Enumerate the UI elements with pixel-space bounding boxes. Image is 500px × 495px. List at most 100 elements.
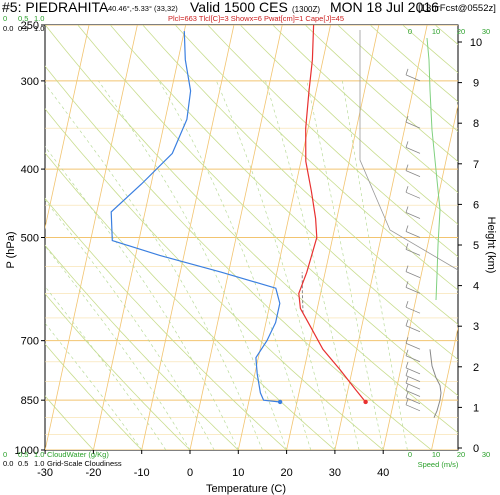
temperature-tick-label: 40 [377, 467, 389, 479]
cloudiness-scale-top: 0.5 [18, 24, 28, 33]
speed-scale-top: 0 [408, 27, 412, 36]
speed-scale-top: 10 [432, 27, 440, 36]
speed-profile [429, 349, 442, 418]
moist-adiabat-line [306, 80, 384, 450]
pressure-tick-label: 1000 [15, 445, 39, 457]
temperature-surface-point [363, 399, 368, 405]
height-tick-label: 3 [473, 321, 479, 333]
moist-adiabat-line [45, 245, 191, 450]
dry-adiabat-line [45, 25, 458, 434]
station-name: #5: PIEDRAHITA [2, 0, 109, 15]
boundary-line [359, 30, 459, 271]
temperature-tick-label: -30 [37, 467, 53, 479]
dry-adiabat-line [45, 293, 191, 450]
wind-barb [405, 265, 421, 279]
cloudiness-scale-bottom: 1.0 [34, 459, 44, 468]
wind-barb [405, 243, 421, 256]
wind-barb [405, 116, 421, 129]
dry-adiabat-line [77, 25, 458, 397]
dry-adiabat-line [45, 65, 432, 450]
dry-adiabat-line [45, 343, 142, 450]
cloud-profile [426, 37, 441, 301]
height-tick-label: 8 [473, 118, 479, 130]
moist-adiabat-line [45, 83, 263, 450]
dry-adiabat-line [239, 25, 458, 225]
wind-barb [405, 225, 421, 238]
wind-barb [405, 186, 421, 199]
height-tick-label: 7 [473, 159, 479, 171]
moist-adiabat-line [265, 80, 360, 450]
pressure-tick-label: 700 [21, 336, 39, 348]
cloudwater-scale-bottom: 0 [3, 450, 7, 459]
height-tick-label: 9 [473, 78, 479, 90]
wind-barb [405, 319, 421, 333]
moist-adiabat-line [45, 285, 167, 450]
temperature-line [298, 25, 367, 403]
temperature-tick-label: 10 [232, 467, 244, 479]
speed-label: Speed (m/s) [418, 460, 459, 469]
wind-barb [405, 281, 421, 294]
dry-adiabat-line [174, 25, 458, 291]
plot-area [45, 25, 458, 450]
parcel-line [301, 272, 304, 314]
x-axis-title: Temperature (C) [206, 483, 286, 495]
y-axis-title: P (hPa) [5, 231, 17, 268]
dry-adiabat-line [45, 152, 336, 450]
isotherm-line [141, 25, 235, 450]
wind-barb [405, 141, 421, 154]
gridscale-label: Grid-Scale Cloudiness [47, 459, 122, 468]
speed-scale-top: 30 [482, 27, 490, 36]
valid-date: MON 18 Jul 2016 [330, 0, 439, 15]
height-tick-label: 0 [473, 443, 479, 455]
cloudwater-scale-bottom: 1.0 [34, 450, 44, 459]
speed-scale-top: 20 [457, 27, 465, 36]
moist-adiabat-line [45, 146, 239, 450]
dry-adiabat-line [142, 25, 458, 325]
speed-scale-bottom: 20 [457, 450, 465, 459]
cloudiness-scale-bottom: 0.5 [18, 459, 28, 468]
cloudiness-scale-top: 1.0 [34, 24, 44, 33]
cloudiness-scale-bottom: 0.0 [3, 459, 13, 468]
dry-adiabat-line [304, 25, 458, 163]
wind-barb [405, 206, 421, 219]
temperature-tick-label: 0 [187, 467, 193, 479]
height-tick-label: 6 [473, 199, 479, 211]
isotherm-line [45, 25, 90, 230]
dry-adiabat-line [45, 244, 239, 450]
dewpoint-surface-point [277, 399, 283, 405]
sounding-params: Plcl=663 Tlcl[C]=3 Showx=6 Pwat[cm]=1 Ca… [168, 14, 344, 23]
pressure-tick-label: 400 [21, 164, 39, 176]
wind-barb [405, 164, 421, 178]
cloudwater-scale-top: 0 [3, 14, 7, 23]
wind-barb [405, 361, 421, 375]
isotherm-line [45, 25, 138, 450]
wind-barb [405, 337, 421, 350]
pressure-tick-label: 250 [21, 20, 39, 32]
moist-adiabat-line [342, 80, 408, 450]
wind-barb [405, 384, 421, 397]
isotherm-line [431, 325, 458, 450]
height-tick-label: 1 [473, 402, 479, 414]
dry-adiabat-line [109, 25, 458, 361]
pressure-tick-label: 300 [21, 76, 39, 88]
wind-barb [405, 369, 421, 382]
dry-adiabat-line [45, 197, 287, 450]
temperature-tick-label: -20 [85, 467, 101, 479]
wind-barb [405, 377, 421, 390]
y2-axis-title: Height (km) [485, 217, 497, 274]
temperature-tick-label: 30 [329, 467, 341, 479]
speed-scale-bottom: 0 [408, 450, 412, 459]
dry-adiabat-line [207, 25, 458, 258]
dry-adiabat-line [272, 25, 458, 194]
cloudwater-label: CloudWater (g/Kg) [47, 450, 109, 459]
isotherm-line [334, 25, 428, 450]
wind-barb [405, 349, 421, 363]
dewpoint-line [110, 31, 281, 403]
temperature-tick-label: 20 [280, 467, 292, 479]
dry-adiabat-line [45, 395, 94, 450]
pressure-tick-label: 850 [21, 395, 39, 407]
wind-barb [405, 301, 421, 314]
height-tick-label: 10 [470, 37, 482, 49]
height-tick-label: 5 [473, 240, 479, 252]
